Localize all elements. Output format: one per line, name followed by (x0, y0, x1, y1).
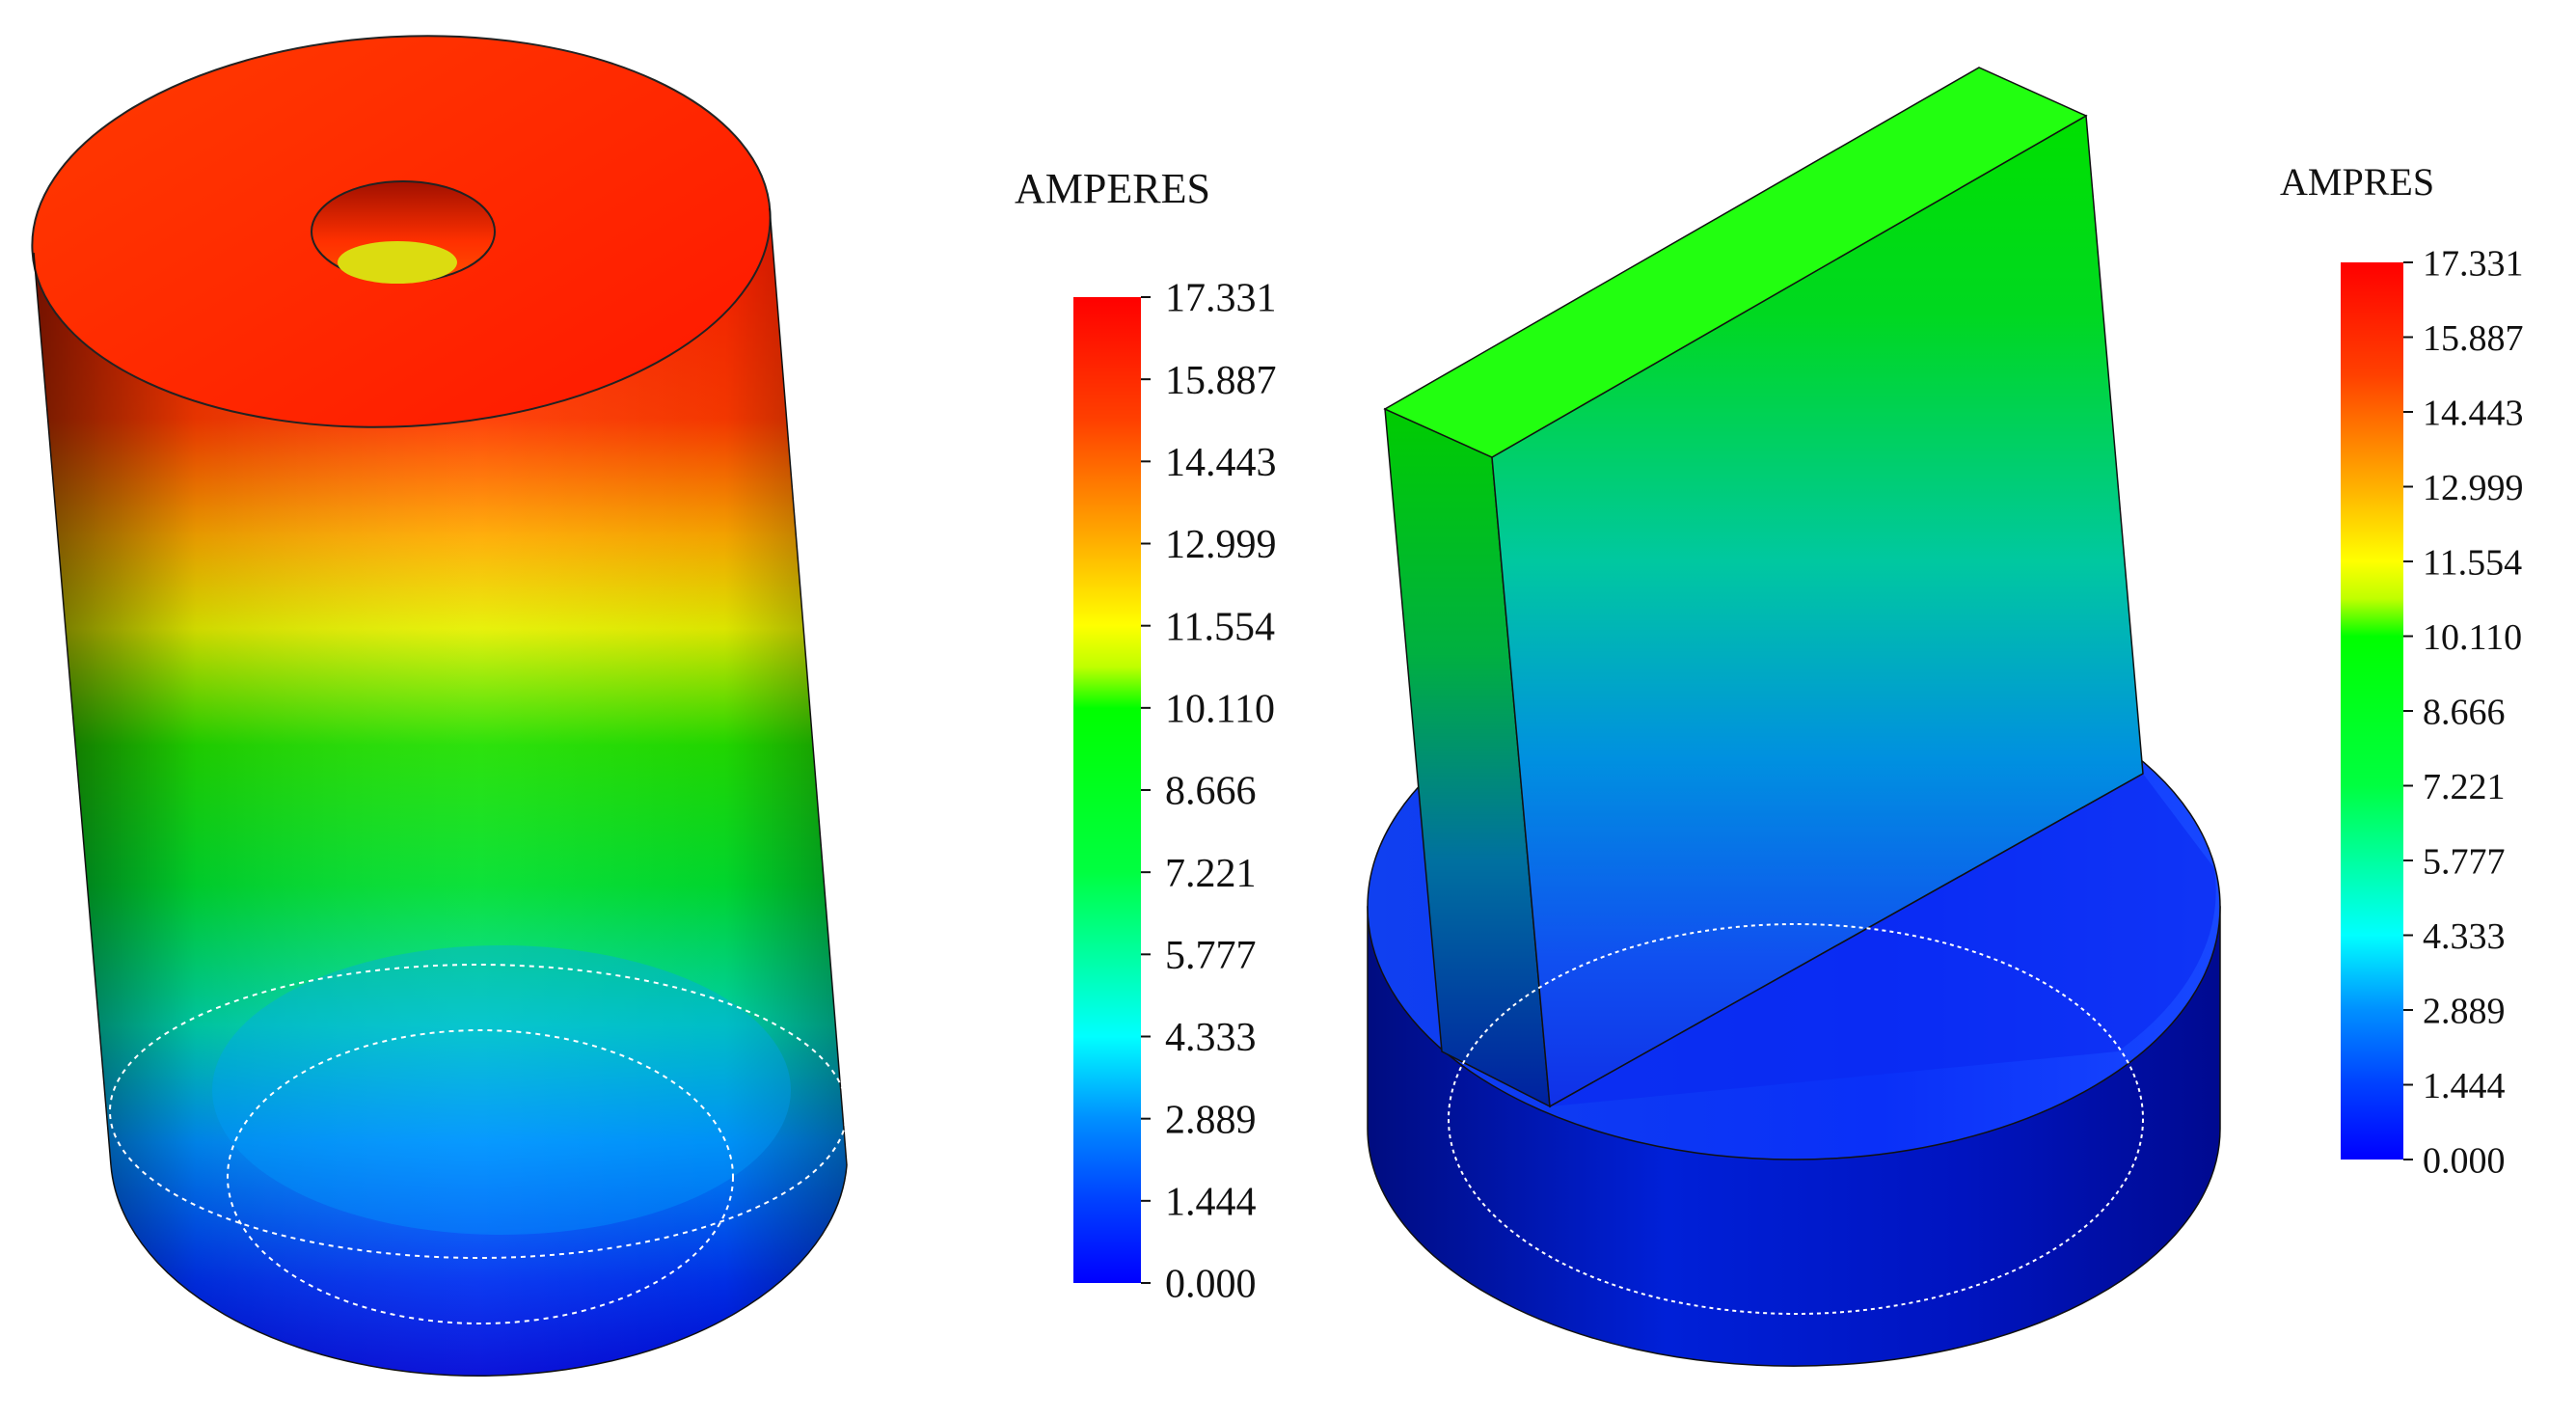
left-tick-label: 14.443 (1165, 441, 1277, 485)
left-tick-label: 5.777 (1165, 934, 1257, 978)
left-colorbar-ticks: 17.331 15.887 14.443 12.999 11.554 10.110 8.66… (1141, 277, 1277, 1307)
left-tick-label: 17.331 (1165, 277, 1277, 321)
right-tick-label: 11.554 (2423, 542, 2522, 583)
left-tick-label: 11.554 (1165, 605, 1275, 649)
left-tick-label: 10.110 (1165, 688, 1275, 732)
right-tick-label: 0.000 (2423, 1140, 2506, 1181)
left-tick-label: 2.889 (1165, 1098, 1257, 1142)
fin-model (1367, 67, 2221, 1367)
base-hidden-edge (1448, 923, 2144, 1315)
left-tick-label: 1.444 (1165, 1181, 1257, 1225)
left-tick-label: 7.221 (1165, 852, 1257, 896)
right-colorbar-ticks: 17.331 15.887 14.443 12.999 11.554 10.110 8.66… (2403, 243, 2524, 1181)
right-tick-label: 2.889 (2423, 991, 2506, 1031)
right-tick-label: 8.666 (2423, 692, 2506, 732)
right-tick-label: 15.887 (2423, 318, 2524, 359)
fin-top-face (1383, 67, 2088, 458)
right-tick-label: 1.444 (2423, 1066, 2506, 1106)
right-tick-label: 14.443 (2423, 393, 2524, 433)
right-tick-label: 12.999 (2423, 468, 2524, 508)
cylinder-hidden-inner-edge (227, 1029, 734, 1324)
right-legend-title: AMPRES (2280, 160, 2434, 204)
left-tick-label: 12.999 (1165, 523, 1277, 567)
cylinder-model (31, 35, 848, 1377)
cylinder-side-shade (34, 208, 847, 1377)
right-colorbar (2341, 262, 2403, 1160)
right-legend: AMPRES 17.331 15.887 14.443 12.999 11.554 10.… (2280, 160, 2524, 1181)
right-tick-label: 7.221 (2423, 767, 2506, 807)
cylinder-hidden-outer-edge (109, 964, 848, 1259)
left-colorbar (1073, 297, 1141, 1283)
right-tick-label: 17.331 (2423, 243, 2524, 284)
right-tick-label: 5.777 (2423, 841, 2506, 882)
right-tick-label: 4.333 (2423, 916, 2506, 957)
left-legend: AMPERES 17.331 15.887 14.443 12.999 11.554 10… (1015, 165, 1277, 1307)
left-tick-label: 0.000 (1165, 1263, 1257, 1307)
left-legend-title: AMPERES (1015, 165, 1210, 212)
left-tick-label: 15.887 (1165, 359, 1277, 403)
right-tick-label: 10.110 (2423, 617, 2522, 658)
left-tick-label: 4.333 (1165, 1016, 1257, 1060)
left-tick-label: 8.666 (1165, 770, 1257, 814)
cylinder-hole-bottom (338, 241, 457, 284)
